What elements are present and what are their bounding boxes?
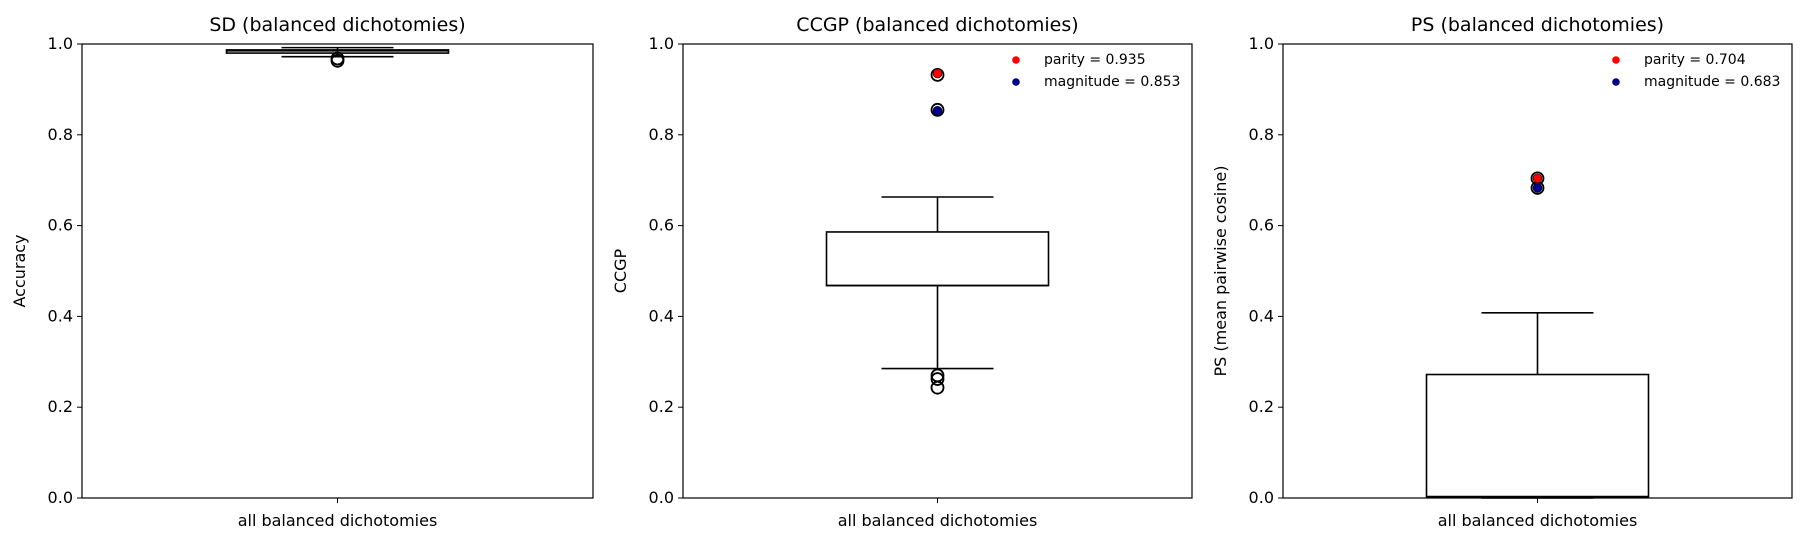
y-tick-label: 0.0 [48, 488, 73, 507]
y-tick-label: 0.0 [1249, 488, 1274, 507]
legend-marker [1612, 56, 1620, 64]
outlier-point [930, 372, 945, 386]
y-tick-label: 0.2 [649, 397, 674, 416]
highlight-point [932, 105, 943, 116]
chart-title: CCGP (balanced dichotomies) [796, 14, 1078, 36]
box-iqr [1425, 373, 1650, 498]
x-tick-label: all balanced dichotomies [1438, 511, 1638, 530]
highlight-point [932, 68, 943, 79]
legend-marker [1012, 56, 1020, 64]
subplot-1: 0.0 0.2 0.4 0.6 0.8 1.0 all balanced dichotomi… [10, 14, 594, 530]
outlier-point [930, 102, 945, 117]
chart-title: PS (balanced dichotomies) [1411, 14, 1664, 36]
y-tick-label: 0.4 [48, 306, 73, 325]
y-tick-label: 0.2 [48, 397, 73, 416]
y-tick-label: 0.4 [649, 306, 674, 325]
box-iqr [825, 231, 1050, 287]
y-tick-label: 0.8 [1249, 125, 1274, 144]
y-axis-label: PS (mean pairwise cosine) [1211, 166, 1230, 377]
legend-label: parity = 0.935 [1044, 52, 1146, 68]
axes-frame [81, 43, 594, 499]
y-tick-label: 0.8 [649, 125, 674, 144]
legend-label: parity = 0.704 [1644, 52, 1746, 68]
y-tick-label: 1.0 [649, 34, 674, 53]
y-tick-label: 0.8 [48, 125, 73, 144]
y-tick-label: 0.2 [1249, 397, 1274, 416]
y-tick-label: 0.6 [48, 216, 73, 235]
y-tick-label: 0.0 [649, 488, 674, 507]
y-tick-label: 0.6 [649, 216, 674, 235]
y-axis-label: Accuracy [10, 234, 29, 307]
y-axis-label: CCGP [611, 248, 630, 293]
subplot-2: 0.0 0.2 0.4 0.6 0.8 1.0 all balanced dichotomi… [611, 14, 1193, 530]
legend-marker [1012, 78, 1020, 86]
axes-frame [1282, 43, 1793, 499]
y-tick-label: 1.0 [48, 34, 73, 53]
x-tick-label: all balanced dichotomies [238, 511, 438, 530]
y-tick-label: 0.6 [1249, 216, 1274, 235]
legend-marker [1612, 78, 1620, 86]
y-tick-label: 0.4 [1249, 306, 1274, 325]
highlight-point [1532, 183, 1543, 193]
legend-label: magnitude = 0.683 [1644, 74, 1780, 90]
y-tick-label: 1.0 [1249, 34, 1274, 53]
x-tick-label: all balanced dichotomies [838, 511, 1038, 530]
outlier-point [330, 51, 345, 66]
chart-title: SD (balanced dichotomies) [209, 14, 465, 36]
legend-label: magnitude = 0.853 [1044, 74, 1180, 90]
outlier-point [930, 368, 945, 383]
highlight-point [1532, 173, 1543, 184]
subplot-3: 0.0 0.2 0.4 0.6 0.8 1.0 all balanced dichotomi… [1211, 14, 1793, 530]
axes-frame [682, 43, 1193, 499]
